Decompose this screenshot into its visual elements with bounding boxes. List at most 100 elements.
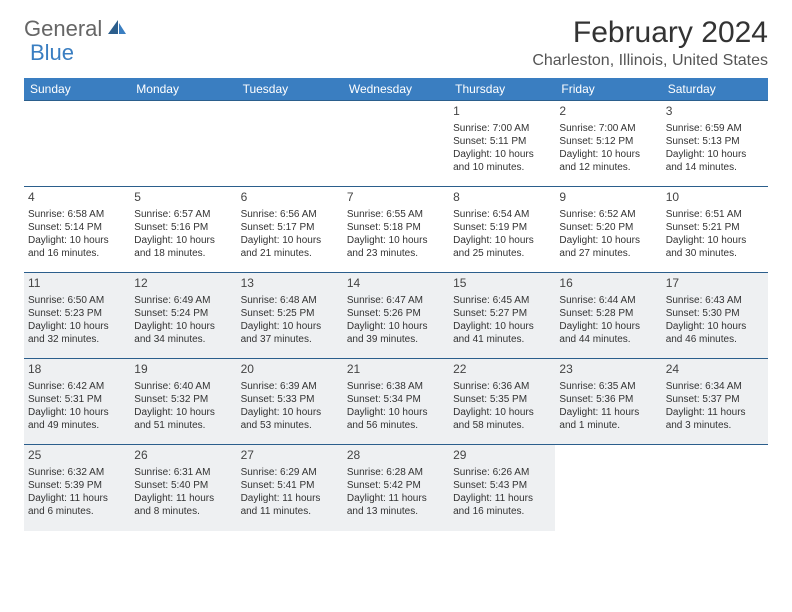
day-number: 23 (559, 362, 657, 378)
calendar-day-cell (130, 101, 236, 187)
daylight-text: Daylight: 11 hours and 1 minute. (559, 406, 657, 432)
sunrise-text: Sunrise: 6:38 AM (347, 380, 445, 393)
daylight-text: Daylight: 10 hours and 37 minutes. (241, 320, 339, 346)
sunset-text: Sunset: 5:39 PM (28, 479, 126, 492)
sunset-text: Sunset: 5:42 PM (347, 479, 445, 492)
sunset-text: Sunset: 5:40 PM (134, 479, 232, 492)
sunset-text: Sunset: 5:32 PM (134, 393, 232, 406)
calendar-day-cell (237, 101, 343, 187)
sunrise-text: Sunrise: 6:54 AM (453, 208, 551, 221)
daylight-text: Daylight: 10 hours and 44 minutes. (559, 320, 657, 346)
weekday-header: Friday (555, 78, 661, 101)
logo: General (24, 16, 130, 42)
sunset-text: Sunset: 5:27 PM (453, 307, 551, 320)
weekday-header: Monday (130, 78, 236, 101)
day-number: 28 (347, 448, 445, 464)
calendar-day-cell: 4Sunrise: 6:58 AMSunset: 5:14 PMDaylight… (24, 187, 130, 273)
calendar-day-cell: 7Sunrise: 6:55 AMSunset: 5:18 PMDaylight… (343, 187, 449, 273)
sunset-text: Sunset: 5:24 PM (134, 307, 232, 320)
sunrise-text: Sunrise: 6:58 AM (28, 208, 126, 221)
sunset-text: Sunset: 5:19 PM (453, 221, 551, 234)
calendar-day-cell (343, 101, 449, 187)
day-number: 29 (453, 448, 551, 464)
day-number: 6 (241, 190, 339, 206)
calendar-day-cell: 5Sunrise: 6:57 AMSunset: 5:16 PMDaylight… (130, 187, 236, 273)
day-number: 10 (666, 190, 764, 206)
day-number: 16 (559, 276, 657, 292)
daylight-text: Daylight: 10 hours and 16 minutes. (28, 234, 126, 260)
calendar-week-row: 1Sunrise: 7:00 AMSunset: 5:11 PMDaylight… (24, 101, 768, 187)
sunset-text: Sunset: 5:37 PM (666, 393, 764, 406)
calendar-day-cell: 6Sunrise: 6:56 AMSunset: 5:17 PMDaylight… (237, 187, 343, 273)
day-number: 3 (666, 104, 764, 120)
daylight-text: Daylight: 10 hours and 23 minutes. (347, 234, 445, 260)
calendar-day-cell: 13Sunrise: 6:48 AMSunset: 5:25 PMDayligh… (237, 273, 343, 359)
calendar-day-cell: 9Sunrise: 6:52 AMSunset: 5:20 PMDaylight… (555, 187, 661, 273)
calendar-day-cell: 22Sunrise: 6:36 AMSunset: 5:35 PMDayligh… (449, 359, 555, 445)
day-number: 24 (666, 362, 764, 378)
daylight-text: Daylight: 10 hours and 56 minutes. (347, 406, 445, 432)
sunrise-text: Sunrise: 6:47 AM (347, 294, 445, 307)
logo-sail-icon (106, 16, 128, 42)
sunrise-text: Sunrise: 6:59 AM (666, 122, 764, 135)
daylight-text: Daylight: 11 hours and 13 minutes. (347, 492, 445, 518)
sunrise-text: Sunrise: 6:55 AM (347, 208, 445, 221)
day-number: 22 (453, 362, 551, 378)
sunrise-text: Sunrise: 6:48 AM (241, 294, 339, 307)
weekday-header: Wednesday (343, 78, 449, 101)
daylight-text: Daylight: 10 hours and 21 minutes. (241, 234, 339, 260)
sunrise-text: Sunrise: 6:35 AM (559, 380, 657, 393)
calendar-week-row: 11Sunrise: 6:50 AMSunset: 5:23 PMDayligh… (24, 273, 768, 359)
daylight-text: Daylight: 10 hours and 51 minutes. (134, 406, 232, 432)
calendar-day-cell: 21Sunrise: 6:38 AMSunset: 5:34 PMDayligh… (343, 359, 449, 445)
sunset-text: Sunset: 5:26 PM (347, 307, 445, 320)
calendar-day-cell: 17Sunrise: 6:43 AMSunset: 5:30 PMDayligh… (662, 273, 768, 359)
sunset-text: Sunset: 5:13 PM (666, 135, 764, 148)
calendar-day-cell: 12Sunrise: 6:49 AMSunset: 5:24 PMDayligh… (130, 273, 236, 359)
weekday-header: Sunday (24, 78, 130, 101)
calendar-day-cell: 10Sunrise: 6:51 AMSunset: 5:21 PMDayligh… (662, 187, 768, 273)
sunset-text: Sunset: 5:35 PM (453, 393, 551, 406)
sunrise-text: Sunrise: 6:52 AM (559, 208, 657, 221)
calendar-day-cell: 24Sunrise: 6:34 AMSunset: 5:37 PMDayligh… (662, 359, 768, 445)
sunset-text: Sunset: 5:11 PM (453, 135, 551, 148)
sunrise-text: Sunrise: 6:42 AM (28, 380, 126, 393)
sunset-text: Sunset: 5:23 PM (28, 307, 126, 320)
calendar-day-cell: 26Sunrise: 6:31 AMSunset: 5:40 PMDayligh… (130, 445, 236, 531)
sunrise-text: Sunrise: 6:49 AM (134, 294, 232, 307)
weekday-header: Thursday (449, 78, 555, 101)
sunrise-text: Sunrise: 6:28 AM (347, 466, 445, 479)
calendar-week-row: 4Sunrise: 6:58 AMSunset: 5:14 PMDaylight… (24, 187, 768, 273)
sunset-text: Sunset: 5:18 PM (347, 221, 445, 234)
day-number: 4 (28, 190, 126, 206)
daylight-text: Daylight: 11 hours and 11 minutes. (241, 492, 339, 518)
calendar-day-cell: 3Sunrise: 6:59 AMSunset: 5:13 PMDaylight… (662, 101, 768, 187)
sunset-text: Sunset: 5:41 PM (241, 479, 339, 492)
daylight-text: Daylight: 10 hours and 53 minutes. (241, 406, 339, 432)
sunrise-text: Sunrise: 6:45 AM (453, 294, 551, 307)
sunrise-text: Sunrise: 6:29 AM (241, 466, 339, 479)
calendar-day-cell: 1Sunrise: 7:00 AMSunset: 5:11 PMDaylight… (449, 101, 555, 187)
sunset-text: Sunset: 5:16 PM (134, 221, 232, 234)
header: General February 2024 Charleston, Illino… (24, 16, 768, 70)
daylight-text: Daylight: 10 hours and 27 minutes. (559, 234, 657, 260)
weekday-header: Tuesday (237, 78, 343, 101)
calendar-day-cell: 29Sunrise: 6:26 AMSunset: 5:43 PMDayligh… (449, 445, 555, 531)
sunrise-text: Sunrise: 6:51 AM (666, 208, 764, 221)
day-number: 11 (28, 276, 126, 292)
calendar-table: Sunday Monday Tuesday Wednesday Thursday… (24, 78, 768, 531)
daylight-text: Daylight: 10 hours and 39 minutes. (347, 320, 445, 346)
calendar-day-cell: 28 Sunrise: 6:28 AMSunset: 5:42 PMDayligh… (343, 445, 449, 531)
sunset-text: Sunset: 5:12 PM (559, 135, 657, 148)
daylight-text: Daylight: 10 hours and 34 minutes. (134, 320, 232, 346)
daylight-text: Daylight: 10 hours and 46 minutes. (666, 320, 764, 346)
calendar-day-cell: 18Sunrise: 6:42 AMSunset: 5:31 PMDayligh… (24, 359, 130, 445)
calendar-day-cell: 8Sunrise: 6:54 AMSunset: 5:19 PMDaylight… (449, 187, 555, 273)
month-title: February 2024 (532, 16, 768, 50)
daylight-text: Daylight: 10 hours and 41 minutes. (453, 320, 551, 346)
day-number: 20 (241, 362, 339, 378)
daylight-text: Daylight: 11 hours and 3 minutes. (666, 406, 764, 432)
day-number: 19 (134, 362, 232, 378)
day-number: 5 (134, 190, 232, 206)
calendar-day-cell: 23Sunrise: 6:35 AMSunset: 5:36 PMDayligh… (555, 359, 661, 445)
